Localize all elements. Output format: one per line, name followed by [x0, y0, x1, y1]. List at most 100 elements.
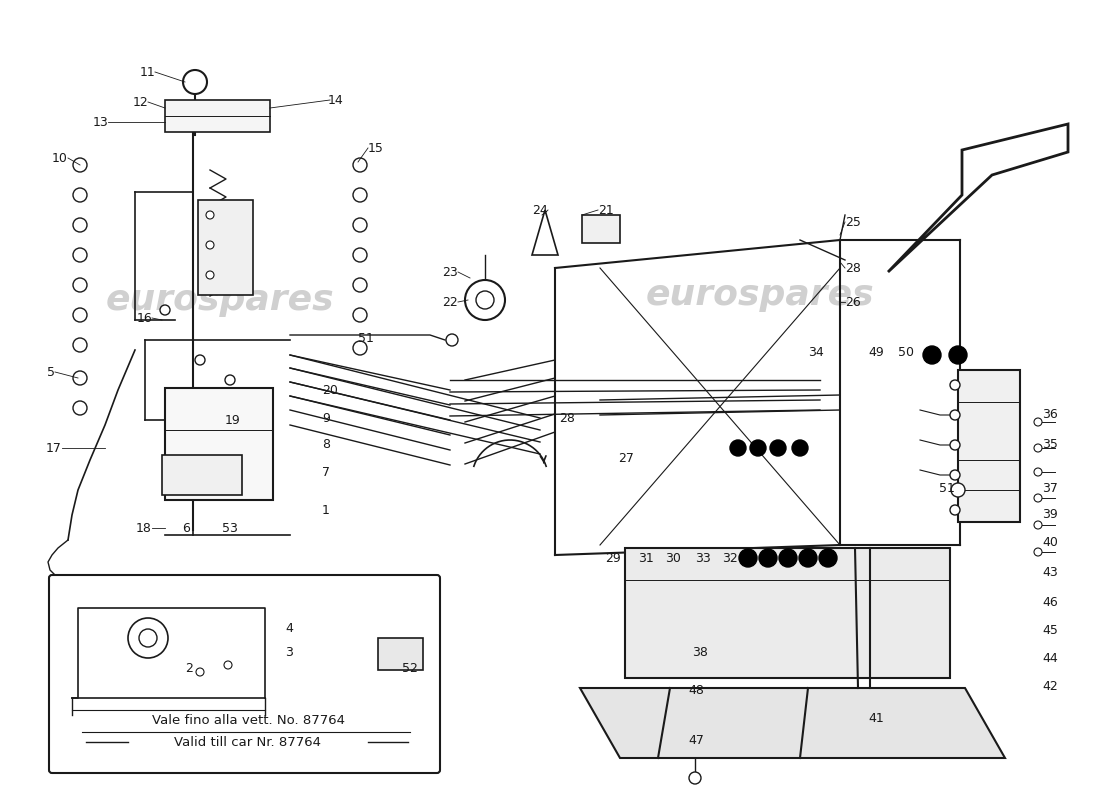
Text: 47: 47 [688, 734, 704, 746]
Circle shape [206, 211, 214, 219]
Circle shape [196, 668, 204, 676]
Text: 52: 52 [402, 662, 418, 674]
Text: 48: 48 [688, 683, 704, 697]
Text: 9: 9 [322, 411, 330, 425]
Circle shape [476, 291, 494, 309]
Bar [378, 638, 424, 670]
Text: 28: 28 [845, 262, 861, 274]
Text: 37: 37 [1042, 482, 1058, 494]
Text: 12: 12 [132, 95, 148, 109]
Text: 51: 51 [358, 331, 374, 345]
Text: 35: 35 [1042, 438, 1058, 451]
Text: 30: 30 [666, 551, 681, 565]
Text: 53: 53 [222, 522, 238, 534]
Bar [165, 100, 270, 132]
Circle shape [950, 440, 960, 450]
Text: 39: 39 [1042, 509, 1058, 522]
Text: 23: 23 [442, 266, 458, 278]
Text: 15: 15 [368, 142, 384, 154]
FancyBboxPatch shape [50, 575, 440, 773]
Text: 34: 34 [808, 346, 824, 358]
Text: 50: 50 [898, 346, 914, 358]
Text: 33: 33 [695, 551, 711, 565]
Circle shape [465, 280, 505, 320]
Circle shape [73, 401, 87, 415]
Circle shape [195, 355, 205, 365]
Circle shape [950, 505, 960, 515]
Circle shape [923, 346, 940, 364]
Circle shape [820, 549, 837, 567]
Text: 28: 28 [559, 411, 575, 425]
Text: eurospares: eurospares [646, 278, 874, 312]
Circle shape [759, 549, 777, 567]
Circle shape [353, 218, 367, 232]
Circle shape [226, 375, 235, 385]
Bar [198, 200, 253, 295]
Circle shape [353, 308, 367, 322]
Circle shape [1034, 444, 1042, 452]
Text: 38: 38 [692, 646, 708, 658]
Circle shape [1034, 548, 1042, 556]
Text: 36: 36 [1042, 409, 1058, 422]
Text: 19: 19 [226, 414, 241, 426]
Circle shape [73, 158, 87, 172]
Circle shape [730, 440, 746, 456]
Bar [582, 215, 620, 243]
Text: 41: 41 [868, 711, 883, 725]
Circle shape [183, 70, 207, 94]
Text: 14: 14 [328, 94, 343, 106]
Polygon shape [580, 688, 1005, 758]
Text: 31: 31 [638, 551, 653, 565]
Circle shape [353, 188, 367, 202]
Circle shape [73, 338, 87, 352]
Text: 21: 21 [598, 203, 614, 217]
Circle shape [1034, 418, 1042, 426]
Circle shape [750, 440, 766, 456]
Text: 17: 17 [46, 442, 62, 454]
Circle shape [73, 308, 87, 322]
Text: 24: 24 [532, 203, 548, 217]
Text: 16: 16 [136, 311, 152, 325]
Circle shape [73, 278, 87, 292]
Circle shape [353, 248, 367, 262]
Text: 27: 27 [618, 451, 634, 465]
Circle shape [73, 248, 87, 262]
Circle shape [949, 346, 967, 364]
Text: 40: 40 [1042, 535, 1058, 549]
Circle shape [799, 549, 817, 567]
Circle shape [1034, 468, 1042, 476]
Text: 51: 51 [939, 482, 955, 494]
Text: 43: 43 [1042, 566, 1058, 578]
Circle shape [353, 278, 367, 292]
Circle shape [73, 218, 87, 232]
Polygon shape [532, 210, 558, 255]
Circle shape [139, 629, 157, 647]
Text: Valid till car Nr. 87764: Valid till car Nr. 87764 [175, 735, 321, 749]
Text: 1: 1 [322, 503, 330, 517]
Text: eurospares: eurospares [681, 598, 839, 622]
Text: 42: 42 [1042, 679, 1058, 693]
Circle shape [353, 341, 367, 355]
Circle shape [206, 241, 214, 249]
Polygon shape [888, 124, 1068, 272]
Text: 11: 11 [140, 66, 155, 78]
Circle shape [446, 334, 458, 346]
Text: 32: 32 [722, 551, 738, 565]
Text: 49: 49 [868, 346, 883, 358]
Circle shape [160, 305, 170, 315]
Text: 5: 5 [47, 366, 55, 378]
Circle shape [73, 188, 87, 202]
Text: 8: 8 [322, 438, 330, 451]
Circle shape [73, 371, 87, 385]
Text: 26: 26 [845, 295, 860, 309]
Circle shape [792, 440, 808, 456]
Text: eurospares: eurospares [116, 636, 274, 660]
Text: 4: 4 [285, 622, 293, 634]
Bar [165, 388, 273, 500]
Text: 3: 3 [285, 646, 293, 658]
Circle shape [779, 549, 798, 567]
Text: 13: 13 [92, 115, 108, 129]
Text: eurospares: eurospares [106, 283, 334, 317]
Circle shape [950, 380, 960, 390]
Text: 6: 6 [182, 522, 190, 534]
